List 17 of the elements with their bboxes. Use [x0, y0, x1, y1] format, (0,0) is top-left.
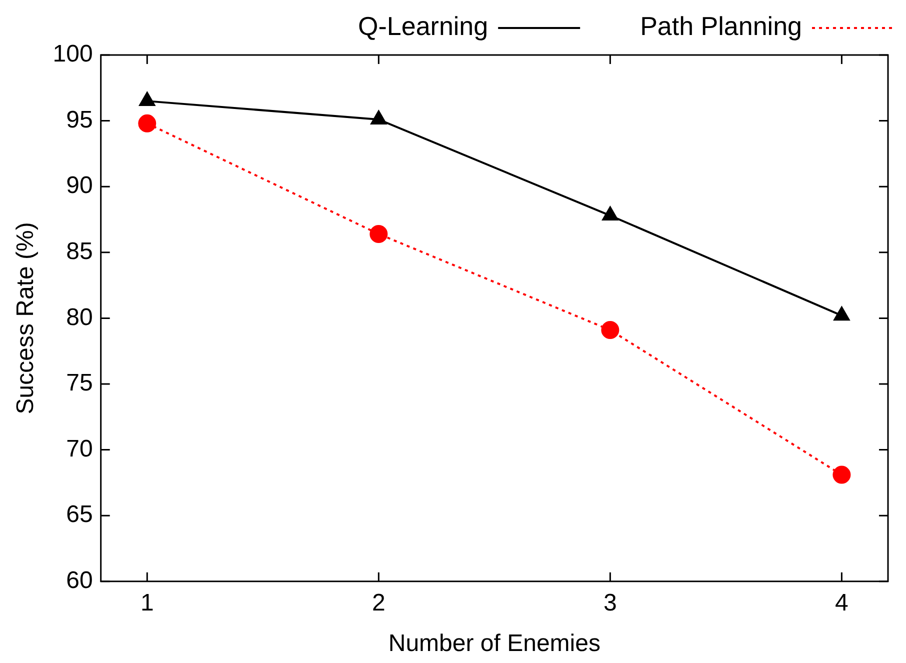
y-tick-label: 70 — [66, 435, 93, 462]
x-tick-label: 3 — [604, 589, 617, 616]
y-tick-label: 90 — [66, 172, 93, 200]
x-axis-title: Number of Enemies — [388, 630, 600, 658]
y-tick-label: 85 — [66, 238, 93, 266]
y-axis-title: Success Rate (%) — [12, 222, 40, 414]
x-tick-label: 4 — [835, 589, 848, 616]
y-tick-label: 75 — [66, 370, 93, 397]
x-tick-label: 1 — [140, 589, 154, 616]
y-tick-label: 60 — [66, 567, 93, 594]
legend-label: Path Planning — [640, 11, 802, 42]
y-tick-label: 80 — [66, 304, 93, 331]
y-tick-label: 100 — [52, 40, 93, 68]
y-tick-label: 95 — [66, 106, 93, 134]
legend-label: Q-Learning — [358, 11, 488, 42]
y-tick-label: 65 — [66, 501, 93, 528]
x-tick-label: 2 — [372, 589, 386, 616]
